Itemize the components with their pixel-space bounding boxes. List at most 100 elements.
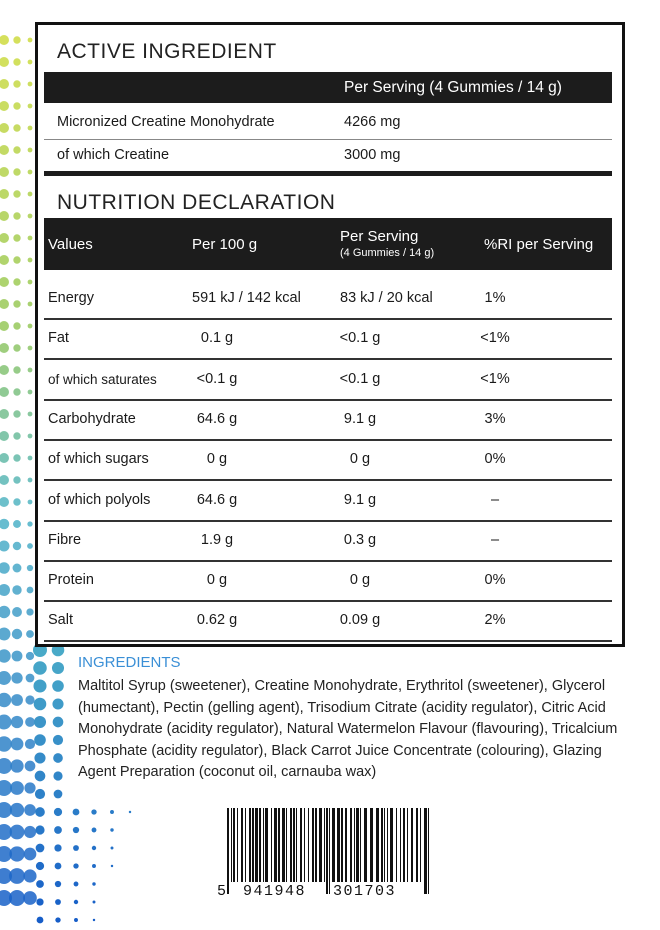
deco-dot (13, 520, 21, 528)
row-label: Fibre (48, 531, 82, 548)
deco-dot (0, 518, 10, 530)
deco-dot (92, 918, 96, 922)
deco-dot (9, 868, 25, 884)
deco-dot (74, 918, 78, 922)
deco-dot (92, 900, 96, 904)
barcode-bar (286, 808, 287, 882)
row-value: – (490, 491, 500, 508)
barcode-bar (308, 808, 309, 882)
row-value: 0.1 g (200, 330, 234, 347)
deco-dot (13, 410, 21, 418)
deco-dot (13, 256, 21, 264)
deco-dot (0, 649, 11, 663)
deco-dot (13, 190, 21, 198)
barcode-bar (332, 808, 335, 882)
deco-dot (27, 213, 33, 219)
deco-dot (12, 563, 22, 573)
barcode-bar (420, 808, 421, 882)
row-label: of which sugars (48, 451, 149, 468)
barcode-bar (326, 808, 328, 894)
deco-dot (110, 828, 114, 832)
deco-dot (52, 716, 64, 728)
deco-dot (13, 58, 21, 66)
barcode: 5 941948 301703 (207, 800, 445, 905)
barcode-bar (364, 808, 367, 882)
section-title: ACTIVE INGREDIENT (57, 40, 277, 63)
row-value: 0.62 g (196, 612, 238, 629)
deco-dot (27, 323, 33, 329)
deco-dot (13, 300, 21, 308)
deco-dot (11, 694, 23, 706)
row-value: <0.1 g (339, 370, 381, 387)
row-value: 0.3 g (343, 531, 377, 548)
section-rule (44, 171, 612, 176)
deco-dot (12, 541, 22, 551)
deco-dot (9, 890, 25, 906)
deco-dot (0, 79, 9, 89)
barcode-digits: 301703 (333, 883, 396, 900)
barcode-bar (384, 808, 385, 882)
barcode-bar (387, 808, 388, 882)
deco-dot (73, 899, 79, 905)
deco-dot (33, 661, 47, 675)
row-line (44, 559, 612, 562)
deco-dot (23, 869, 37, 883)
deco-dot (54, 880, 62, 888)
row-value: 64.6 g (196, 410, 238, 427)
deco-dot (9, 802, 25, 818)
row-line (44, 600, 612, 603)
barcode-bar (249, 808, 251, 882)
deco-dot (53, 771, 63, 781)
deco-dot (27, 411, 33, 417)
barcode-bar (241, 808, 243, 882)
deco-dot (54, 826, 62, 834)
barcode-digits: 5 (217, 883, 228, 900)
deco-dot (27, 147, 33, 153)
deco-dot (13, 212, 21, 220)
deco-dot (91, 827, 97, 833)
barcode-bar (233, 808, 235, 882)
header-text: (4 Gummies / 14 g) (340, 247, 435, 259)
deco-dot (25, 695, 35, 705)
deco-dot (33, 679, 47, 693)
row-label: Protein (48, 572, 94, 589)
deco-dot (0, 233, 9, 243)
deco-dot (72, 808, 80, 816)
barcode-bar (390, 808, 393, 882)
deco-dot (26, 630, 34, 638)
barcode-bar (304, 808, 305, 882)
deco-dot (13, 476, 21, 484)
barcode-bar (237, 808, 238, 882)
deco-dot (0, 101, 9, 111)
deco-dot (0, 780, 12, 796)
row-value: 0.09 g (339, 612, 381, 629)
row-line (44, 479, 612, 482)
barcode-bar (293, 808, 295, 882)
deco-dot (26, 608, 34, 616)
deco-dot (52, 680, 64, 692)
deco-dot (27, 367, 33, 373)
deco-dot (0, 299, 9, 309)
barcode-bar (354, 808, 355, 882)
deco-dot (36, 880, 44, 888)
barcode-bar (424, 808, 427, 894)
deco-dot (73, 863, 79, 869)
row-value: 0% (484, 451, 506, 468)
row-value: 64.6 g (196, 491, 238, 508)
deco-dot (13, 432, 21, 440)
deco-dot (0, 627, 11, 641)
barcode-bar (319, 808, 322, 882)
deco-dot (27, 59, 33, 65)
barcode-bar (356, 808, 359, 882)
barcode-bar (259, 808, 261, 882)
deco-dot (13, 168, 21, 176)
row-label: of which Creatine (57, 147, 170, 163)
deco-dot (9, 846, 25, 862)
row-line (44, 139, 612, 140)
deco-dot (0, 692, 12, 708)
deco-dot (92, 882, 96, 886)
deco-dot (52, 734, 64, 746)
deco-dot (0, 453, 9, 463)
deco-dot (11, 672, 23, 684)
